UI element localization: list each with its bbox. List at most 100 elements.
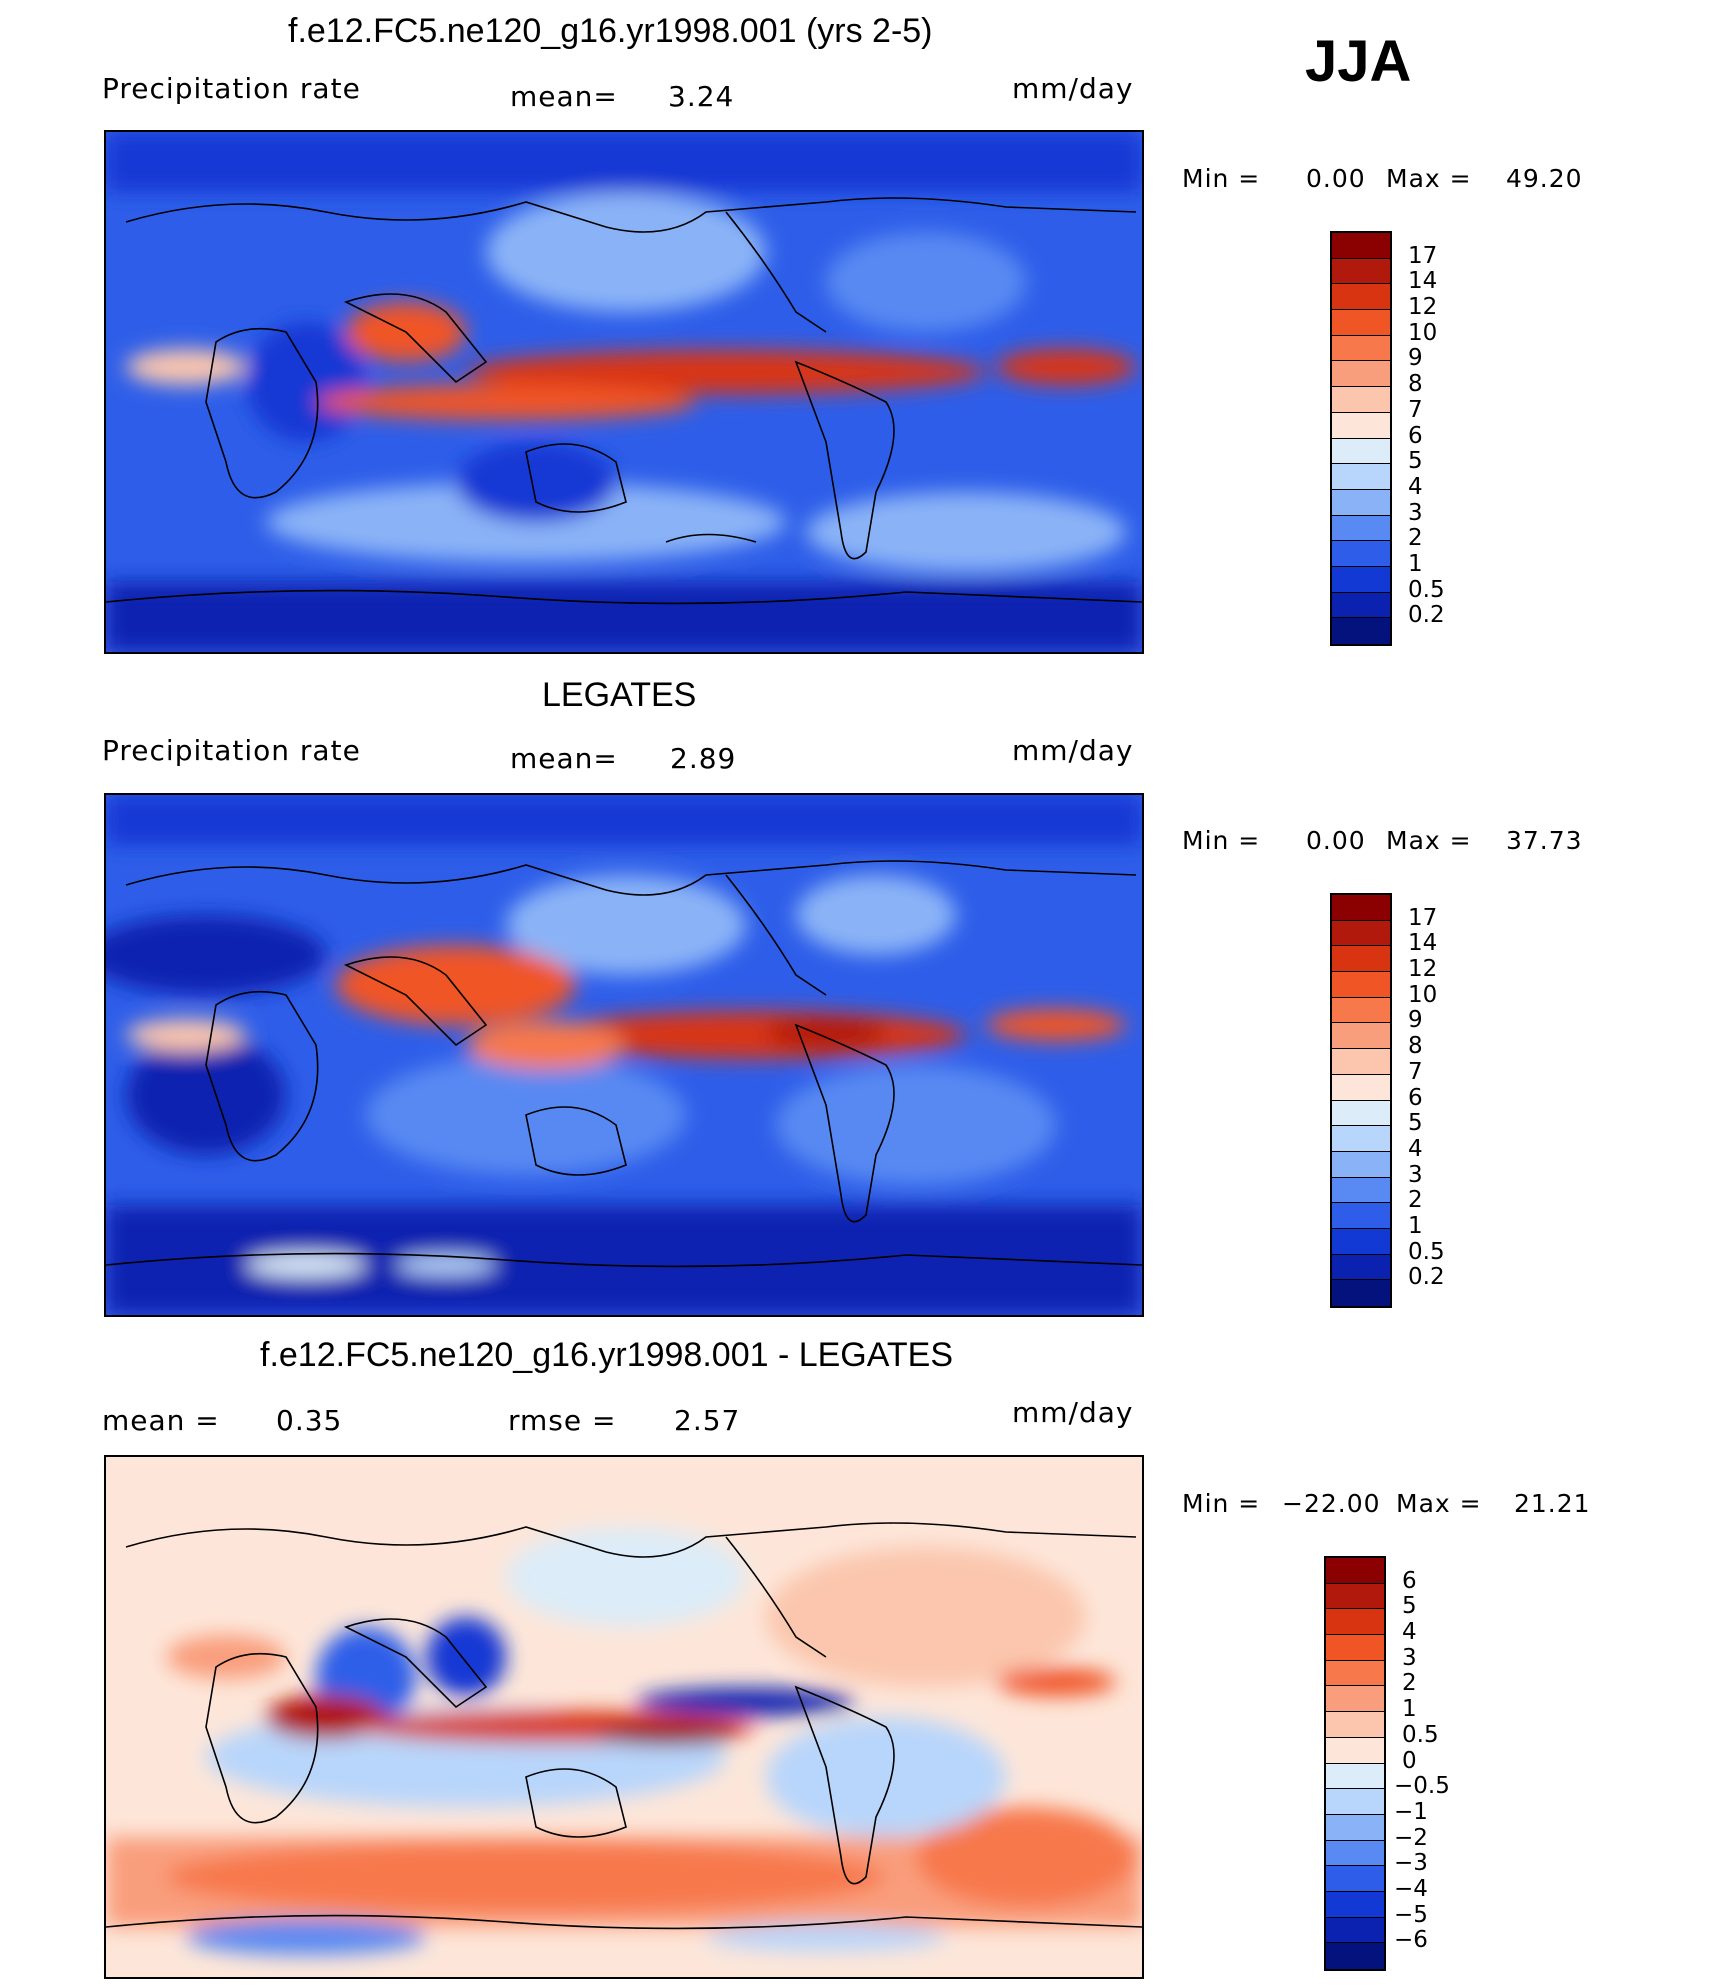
colorbar-tick-label: 5 [1408,1110,1423,1137]
panel-0-field-label: Precipitation rate [102,72,361,105]
colorbar-swatch [1332,1074,1390,1101]
colorbar-tick-label: 17 [1408,904,1438,931]
colorbar-swatch [1332,972,1390,998]
panel-0-colorbar [1330,231,1392,646]
colorbar-swatch [1332,258,1390,285]
panel-0-max-label: Max = [1386,164,1472,193]
colorbar-tick-label: 9 [1408,345,1423,372]
colorbar-swatch [1332,946,1390,973]
colorbar-tick-label: 12 [1408,956,1438,983]
colorbar-swatch [1332,566,1390,593]
colorbar-tick-label: 3 [1408,499,1423,526]
panel-1-title: LEGATES [542,676,697,714]
panel-0-map [104,130,1144,654]
colorbar-tick-label: 6 [1402,1567,1417,1594]
colorbar-tick-label: 2 [1408,525,1423,552]
colorbar-tick-label: 3 [1402,1644,1417,1671]
colorbar-swatch [1332,1023,1390,1050]
panel-1-max-value: 37.73 [1506,826,1583,855]
panel-1-max-label: Max = [1386,826,1472,855]
panel-0-precip-field [106,132,1142,652]
colorbar-swatch [1332,412,1390,439]
panel-2-colorbar [1324,1556,1386,1971]
colorbar-swatch [1326,1917,1384,1944]
colorbar-swatch [1326,1660,1384,1687]
colorbar-tick-label: 1 [1408,1212,1423,1239]
panel-2-mean-label: mean = [102,1404,220,1437]
colorbar-tick-label: 1 [1408,550,1423,577]
panel-2-max-label: Max = [1396,1489,1482,1518]
panel-0-units: mm/day [1012,72,1134,105]
colorbar-tick-label: 4 [1402,1619,1417,1646]
colorbar-swatch [1332,387,1390,413]
panel-1-units: mm/day [1012,734,1134,767]
colorbar-swatch [1332,1151,1390,1178]
colorbar-tick-label: 5 [1408,448,1423,475]
panel-1-precip-field [106,795,1142,1315]
colorbar-tick-label: −2 [1394,1824,1428,1851]
colorbar-swatch [1332,997,1390,1024]
colorbar-tick-label: 17 [1408,242,1438,269]
colorbar-swatch [1332,1254,1390,1281]
colorbar-tick-label: 7 [1408,396,1423,423]
colorbar-tick-label: 0 [1402,1747,1417,1774]
panel-2-title: f.e12.FC5.ne120_g16.yr1998.001 - LEGATES [260,1336,954,1374]
colorbar-tick-label: 8 [1408,1033,1423,1060]
colorbar-swatch [1332,1126,1390,1152]
panel-2-min-value: −22.00 [1282,1489,1381,1518]
panel-1-min-value: 0.00 [1306,826,1366,855]
colorbar-swatch [1332,1228,1390,1255]
colorbar-swatch [1332,1177,1390,1204]
colorbar-swatch [1326,1558,1384,1584]
colorbar-tick-label: 0.2 [1408,602,1445,629]
panel-1-map [104,793,1144,1317]
colorbar-swatch [1326,1814,1384,1841]
colorbar-swatch [1332,310,1390,336]
colorbar-tick-label: 8 [1408,371,1423,398]
colorbar-tick-label: −6 [1394,1927,1428,1954]
panel-0-mean-value: 3.24 [668,80,735,113]
colorbar-swatch [1326,1737,1384,1764]
panel-0-mean-label: mean= [510,80,618,113]
panel-2-max-value: 21.21 [1514,1489,1591,1518]
colorbar-swatch [1332,1049,1390,1075]
colorbar-tick-label: 0.2 [1408,1264,1445,1291]
colorbar-swatch [1332,233,1390,259]
colorbar-tick-label: 9 [1408,1007,1423,1034]
colorbar-swatch [1326,1840,1384,1867]
panel-2-rmse-value: 2.57 [674,1404,741,1437]
colorbar-swatch [1332,438,1390,465]
colorbar-swatch [1332,920,1390,947]
colorbar-swatch [1332,489,1390,516]
panel-1-mean-value: 2.89 [670,742,737,775]
panel-0-max-value: 49.20 [1506,164,1583,193]
colorbar-tick-label: 1 [1402,1696,1417,1723]
colorbar-tick-label: −1 [1394,1798,1428,1825]
colorbar-swatch [1332,618,1390,644]
panel-1-mean-label: mean= [510,742,618,775]
panel-0-min-value: 0.00 [1306,164,1366,193]
colorbar-tick-label: 3 [1408,1161,1423,1188]
panel-0-min-label: Min = [1182,164,1261,193]
colorbar-tick-label: 0.5 [1408,1238,1445,1265]
colorbar-tick-label: 6 [1408,422,1423,449]
colorbar-swatch [1332,1280,1390,1306]
colorbar-swatch [1332,284,1390,311]
panel-2-mean-value: 0.35 [276,1404,343,1437]
colorbar-tick-label: 6 [1408,1084,1423,1111]
colorbar-tick-label: 10 [1408,981,1438,1008]
colorbar-swatch [1326,1943,1384,1969]
panel-1-min-label: Min = [1182,826,1261,855]
colorbar-swatch [1326,1866,1384,1892]
colorbar-tick-label: 14 [1408,930,1438,957]
colorbar-swatch [1332,895,1390,921]
colorbar-swatch [1326,1891,1384,1918]
colorbar-tick-label: 0.5 [1408,576,1445,603]
colorbar-swatch [1326,1609,1384,1636]
colorbar-swatch [1326,1763,1384,1790]
panel-2-map [104,1455,1144,1979]
panel-1-colorbar [1330,893,1392,1308]
colorbar-tick-label: 7 [1408,1058,1423,1085]
colorbar-tick-label: 10 [1408,319,1438,346]
colorbar-tick-label: 4 [1408,1135,1423,1162]
